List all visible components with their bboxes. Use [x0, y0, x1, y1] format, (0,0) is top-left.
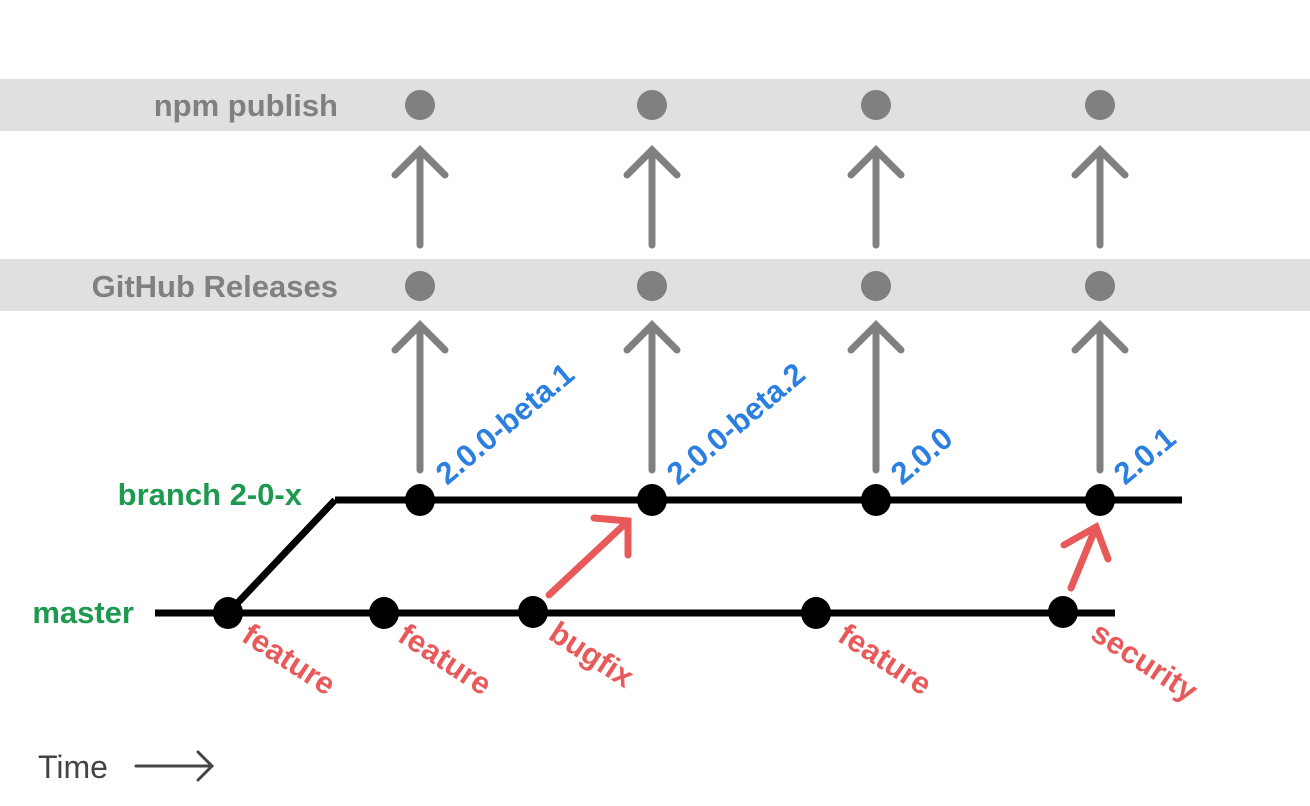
master-commit-dot — [1048, 596, 1078, 628]
cherry-pick-arrow-icon — [545, 514, 632, 599]
github-release-dot — [637, 271, 667, 301]
npm-publish-dot — [405, 90, 435, 120]
publish-arrow-icon — [391, 145, 449, 249]
cherry-pick-arrow-icon — [1060, 521, 1112, 592]
npm-publish-label: npm publish — [154, 88, 338, 123]
github-release-dot — [1085, 271, 1115, 301]
release-arrow-icon — [623, 320, 681, 474]
release-arrow-icon — [1071, 320, 1129, 474]
publish-arrow-icon — [1071, 145, 1129, 249]
commit-label: feature — [832, 617, 938, 703]
branch-commit-dot — [1085, 484, 1115, 516]
npm-publish-dot — [861, 90, 891, 120]
github-release-dot — [405, 271, 435, 301]
version-label: 2.0.1 — [1107, 420, 1182, 491]
branch-commit-dot — [405, 484, 435, 516]
master-commit-dot — [213, 597, 243, 629]
github-releases-label: GitHub Releases — [92, 269, 338, 304]
master-commit-dot — [369, 597, 399, 629]
commit-label: bugfix — [543, 615, 641, 695]
branch-commit-dot — [861, 484, 891, 516]
commit-label: feature — [392, 617, 498, 703]
version-label: 2.0.0-beta.1 — [429, 356, 581, 491]
time-label: Time — [38, 749, 108, 785]
branch-commit-dot — [637, 484, 667, 516]
branch-label: branch 2-0-x — [118, 477, 303, 512]
publish-arrow-icon — [623, 145, 681, 249]
version-label: 2.0.0 — [884, 420, 959, 491]
commit-label: feature — [236, 617, 342, 703]
master-label: master — [32, 595, 134, 630]
commit-label: security — [1085, 615, 1204, 710]
github-release-dot — [861, 271, 891, 301]
npm-publish-dot — [637, 90, 667, 120]
npm-publish-dot — [1085, 90, 1115, 120]
branch-fork-line — [225, 497, 338, 616]
master-commit-dot — [801, 597, 831, 629]
time-arrow-icon — [134, 750, 215, 782]
master-commit-dot — [518, 596, 548, 628]
release-arrow-icon — [391, 320, 449, 474]
release-arrow-icon — [847, 320, 905, 474]
publish-arrow-icon — [847, 145, 905, 249]
version-label: 2.0.0-beta.2 — [660, 356, 812, 491]
